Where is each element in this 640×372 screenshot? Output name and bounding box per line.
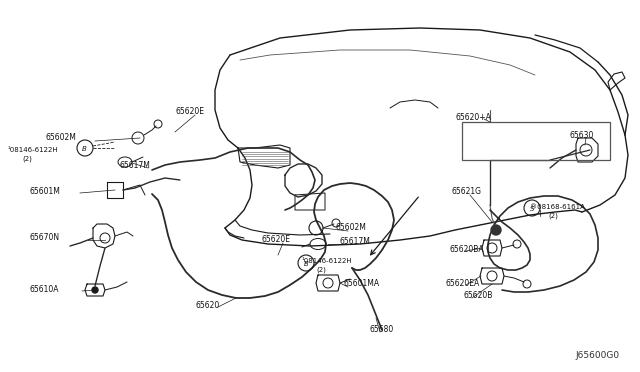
Text: 65680: 65680	[370, 326, 394, 334]
Text: B: B	[303, 261, 308, 267]
Text: 65620+A: 65620+A	[456, 112, 492, 122]
Text: ®08168-6161A: ®08168-6161A	[530, 204, 585, 210]
Text: J65600G0: J65600G0	[576, 351, 620, 360]
Text: 65601MA: 65601MA	[344, 279, 380, 289]
Text: 65620E: 65620E	[175, 108, 204, 116]
Text: ¹08146-6122H: ¹08146-6122H	[8, 147, 59, 153]
Circle shape	[92, 287, 98, 293]
Text: 65620B: 65620B	[463, 291, 492, 299]
Text: B: B	[82, 146, 86, 152]
Text: (2): (2)	[548, 213, 558, 219]
Bar	[462, 122, 610, 160]
Text: ¹08146-6122H: ¹08146-6122H	[302, 258, 353, 264]
Text: 65670N: 65670N	[30, 234, 60, 243]
Text: 65601M: 65601M	[30, 186, 61, 196]
Text: 65602M: 65602M	[335, 224, 366, 232]
Text: 65620E: 65620E	[262, 235, 291, 244]
Text: 65610A: 65610A	[30, 285, 60, 294]
Text: 65621G: 65621G	[452, 187, 482, 196]
Text: 65620EA: 65620EA	[445, 279, 479, 288]
Text: 65630: 65630	[570, 131, 595, 140]
Text: 65617M: 65617M	[120, 161, 151, 170]
Text: 65617M: 65617M	[340, 237, 371, 246]
Text: S: S	[530, 206, 534, 212]
Text: 65620: 65620	[196, 301, 220, 310]
Text: (2): (2)	[316, 267, 326, 273]
Text: (2): (2)	[22, 156, 32, 162]
Circle shape	[491, 225, 501, 235]
Text: 65620BA: 65620BA	[450, 244, 484, 253]
Text: 65602M: 65602M	[45, 134, 76, 142]
